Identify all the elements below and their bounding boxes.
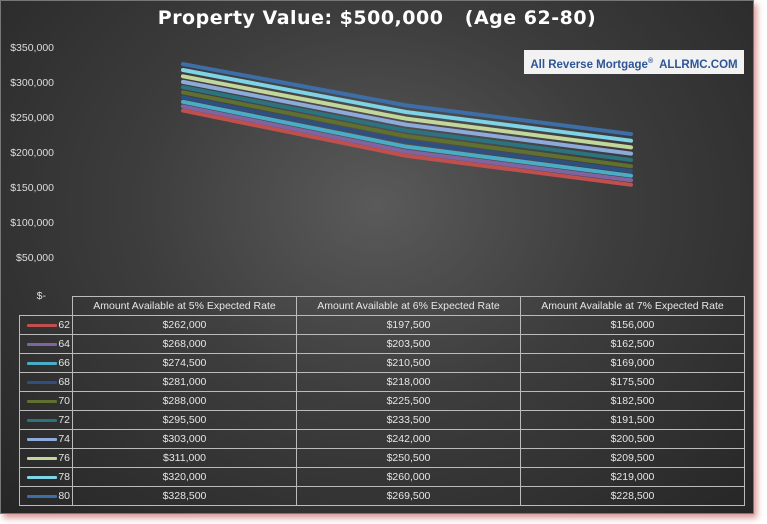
legend-swatch bbox=[27, 380, 58, 384]
series-line-age-64 bbox=[181, 104, 633, 183]
y-tick-label: $- bbox=[36, 290, 46, 302]
data-label: $225,500 bbox=[296, 391, 521, 411]
table-row: 70 $288,000 $225,500 $182,500 bbox=[19, 391, 745, 411]
data-label: $169,000 bbox=[520, 353, 745, 373]
table-row: 68 $281,000 $218,000 $175,500 bbox=[19, 372, 745, 392]
data-label: $156,000 bbox=[520, 315, 745, 335]
y-tick-label: $150,000 bbox=[10, 182, 54, 194]
data-label: $320,000 bbox=[72, 467, 297, 487]
legend-swatch bbox=[27, 399, 58, 403]
legend-label: 78 bbox=[58, 471, 70, 483]
table-row: 80 $328,500 $269,500 $228,500 bbox=[19, 486, 745, 506]
series-line-age-62 bbox=[181, 108, 633, 187]
data-label: $203,500 bbox=[296, 334, 521, 354]
data-label: $210,500 bbox=[296, 353, 521, 373]
data-label: $218,000 bbox=[296, 372, 521, 392]
legend-swatch bbox=[27, 475, 58, 479]
legend-swatch bbox=[27, 342, 58, 346]
y-tick-label: $300,000 bbox=[10, 77, 54, 89]
data-label: $250,500 bbox=[296, 448, 521, 468]
data-label: $311,000 bbox=[72, 448, 297, 468]
data-label: $281,000 bbox=[72, 372, 297, 392]
legend-label: 64 bbox=[58, 338, 70, 350]
table-row: 72 $295,500 $233,500 $191,500 bbox=[19, 410, 745, 430]
data-label: $209,500 bbox=[520, 448, 745, 468]
data-label: $228,500 bbox=[520, 486, 745, 506]
watermark-logo: All Reverse Mortgage® ALLRMC.COM bbox=[524, 50, 744, 74]
table-row: 76 $311,000 $250,500 $209,500 bbox=[19, 448, 745, 468]
data-label: $191,500 bbox=[520, 410, 745, 430]
y-tick-label: $100,000 bbox=[10, 217, 54, 229]
data-label: $175,500 bbox=[520, 372, 745, 392]
data-label: $182,500 bbox=[520, 391, 745, 411]
series-line-age-72 bbox=[181, 85, 633, 162]
y-tick-label: $50,000 bbox=[16, 252, 54, 264]
data-label: $262,000 bbox=[72, 315, 297, 335]
data-label: $242,000 bbox=[296, 429, 521, 449]
table-row: 66 $274,500 $210,500 $169,000 bbox=[19, 353, 745, 373]
legend-label: 76 bbox=[58, 452, 70, 464]
column-header: Amount Available at 6% Expected Rate bbox=[296, 296, 521, 316]
data-label: $219,000 bbox=[520, 467, 745, 487]
series-line-age-80 bbox=[181, 62, 633, 137]
series-line-age-68 bbox=[181, 95, 633, 174]
legend-swatch bbox=[27, 323, 58, 327]
data-label: $328,500 bbox=[72, 486, 297, 506]
legend-swatch bbox=[27, 418, 58, 422]
legend-label: 68 bbox=[58, 376, 70, 388]
legend-swatch bbox=[27, 494, 58, 498]
data-label: $303,000 bbox=[72, 429, 297, 449]
series-line-age-74 bbox=[181, 79, 633, 156]
data-label: $269,500 bbox=[296, 486, 521, 506]
data-label: $162,500 bbox=[520, 334, 745, 354]
table-row: 62 $262,000 $197,500 $156,000 bbox=[19, 315, 745, 335]
y-tick-label: $200,000 bbox=[10, 147, 54, 159]
legend-swatch bbox=[27, 437, 58, 441]
data-label: $295,500 bbox=[72, 410, 297, 430]
data-label: $200,500 bbox=[520, 429, 745, 449]
data-table: Amount Available at 5% Expected Rate Amou… bbox=[19, 296, 745, 506]
data-label: $274,500 bbox=[72, 353, 297, 373]
column-header: Amount Available at 5% Expected Rate bbox=[72, 296, 297, 316]
plot-area bbox=[181, 62, 633, 187]
table-row: 74 $303,000 $242,000 $200,500 bbox=[19, 429, 745, 449]
legend-swatch bbox=[27, 361, 58, 365]
legend-label: 80 bbox=[58, 490, 70, 502]
series-line-age-66 bbox=[181, 99, 633, 178]
chart-title: Property Value: $500,000 (Age 62-80) bbox=[157, 7, 597, 29]
legend-label: 70 bbox=[58, 395, 70, 407]
table-row: 64 $268,000 $203,500 $162,500 bbox=[19, 334, 745, 354]
legend-label: 72 bbox=[58, 414, 70, 426]
table-row: 78 $320,000 $260,000 $219,000 bbox=[19, 467, 745, 487]
data-label: $233,500 bbox=[296, 410, 521, 430]
series-line-age-76 bbox=[181, 74, 633, 150]
legend-label: 62 bbox=[58, 319, 70, 331]
y-tick-label: $350,000 bbox=[10, 42, 54, 54]
data-label: $288,000 bbox=[72, 391, 297, 411]
data-label: $260,000 bbox=[296, 467, 521, 487]
legend-label: 66 bbox=[58, 357, 70, 369]
chart-frame: Property Value: $500,000 (Age 62-80) All… bbox=[0, 0, 754, 514]
y-tick-label: $250,000 bbox=[10, 112, 54, 124]
series-line-age-70 bbox=[181, 90, 633, 169]
legend-swatch bbox=[27, 456, 58, 460]
column-header: Amount Available at 7% Expected Rate bbox=[520, 296, 745, 316]
legend-label: 74 bbox=[58, 433, 70, 445]
series-line-age-78 bbox=[181, 68, 633, 143]
data-label: $268,000 bbox=[72, 334, 297, 354]
data-label: $197,500 bbox=[296, 315, 521, 335]
